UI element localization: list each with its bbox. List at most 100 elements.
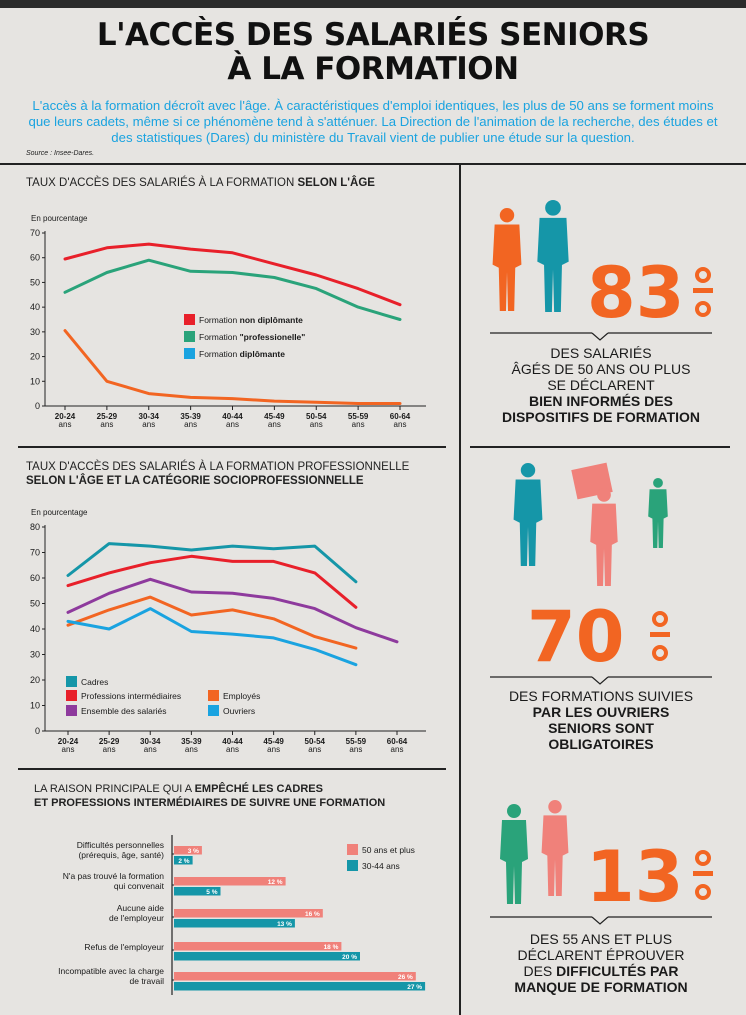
chart2-legend-label-2: Employés <box>223 691 260 701</box>
chart2-legend-swatch-2 <box>208 690 219 701</box>
chart2-y-tick-label: 0 <box>35 726 40 736</box>
chart3-category-label: Incompatible avec la charge <box>58 966 164 976</box>
chart2-y-tick-label: 50 <box>30 599 40 609</box>
chart1-legend-label-0: Formation non diplômante <box>199 315 303 325</box>
chart1-x-tick-label: 35-39 <box>180 412 201 421</box>
stat-3-percent-icon-dot-bottom <box>695 884 711 900</box>
chart1-y-tick-label: 50 <box>30 277 40 287</box>
chart1-y-tick-label: 70 <box>30 228 40 238</box>
chart1-series-3-line <box>63 329 402 405</box>
stat-2-percent-icon-dot-bottom <box>652 645 668 661</box>
chart1-ylabel: En pourcentage <box>31 214 88 223</box>
chart2-legend-swatch-1 <box>66 690 77 701</box>
chart1-x-tick-label: 60-64 <box>390 412 411 421</box>
chart2-series-1-line <box>66 554 358 609</box>
stat-1-bracket-notch <box>591 332 609 341</box>
chart1-y-tick-label: 0 <box>35 401 40 411</box>
stat-3-bracket-notch <box>591 916 609 925</box>
stat-3-text: DES 55 ANS ET PLUS DÉCLARENT ÉPROUVER DE… <box>514 931 688 995</box>
chart1-x-tick-label: 50-54 <box>306 412 327 421</box>
chart1-y-tick-label: 30 <box>30 327 40 337</box>
silhouette-couple-icon-a <box>500 804 528 904</box>
chart3-category-label: Aucune aide <box>117 903 165 913</box>
chart3-category-label: de travail <box>130 976 165 986</box>
stat-1-percent-icon-bar <box>693 288 713 293</box>
chart3-bar-label-1: 20 % <box>342 954 357 961</box>
separator-left-2 <box>18 768 446 770</box>
silhouette-mover-icon <box>590 488 618 586</box>
chart3-bar-1 <box>174 919 295 928</box>
chart1-y-tick-label: 40 <box>30 302 40 312</box>
chart1-title: TAUX D'ACCÈS DES SALARIÉS À LA FORMATION… <box>26 177 375 189</box>
chart1-x-tick-label-unit: ans <box>100 420 113 429</box>
stat-1-percent-icon-dot-top <box>695 267 711 283</box>
chart2-y-tick-label: 60 <box>30 573 40 583</box>
chart1-y-tick-label: 10 <box>30 376 40 386</box>
chart2-x-tick-label-unit: ans <box>349 745 362 754</box>
chart1-x-tick-label-unit: ans <box>184 420 197 429</box>
chart1-legend-label-1: Formation "professionelle" <box>199 332 305 342</box>
chart1-x-tick-label: 30-34 <box>139 412 160 421</box>
chart2-y-tick-label: 40 <box>30 624 40 634</box>
stat-1-text: DES SALARIÉS ÂGÉS DE 50 ANS OU PLUS SE D… <box>501 345 701 425</box>
chart3-bar-label-1: 27 % <box>407 984 422 991</box>
chart2-series-3-line <box>66 577 399 644</box>
chart1-x-tick-label-unit: ans <box>352 420 365 429</box>
chart3-legend-label-1: 30-44 ans <box>362 861 400 871</box>
chart2-series-0-line <box>66 542 358 584</box>
chart1-x-tick-label: 40-44 <box>222 412 243 421</box>
silhouette-worker-icon-head <box>520 463 536 478</box>
separator-left-1 <box>18 446 446 448</box>
silhouette-mover-icon-body <box>590 503 618 586</box>
chart3-bar-label-0: 12 % <box>268 879 283 886</box>
chart2-x-tick-label: 55-59 <box>346 737 367 746</box>
chart2-x-tick-label: 40-44 <box>222 737 243 746</box>
chart2-legend-label-1: Professions intermédiaires <box>81 691 181 701</box>
chart3-bar-0 <box>174 909 323 918</box>
chart2-x-tick-label-unit: ans <box>226 745 239 754</box>
chart1-series-0-line <box>63 242 402 307</box>
separator-top <box>0 163 746 165</box>
stat-3-percent-icon-dot-top <box>695 850 711 866</box>
silhouette-woman-icon-head <box>499 208 515 223</box>
chart2-series-4-line <box>66 607 358 667</box>
silhouette-officer-icon <box>537 200 569 312</box>
chart1-y-tick-label: 20 <box>30 352 40 362</box>
title-line-2: À LA FORMATION <box>227 51 519 87</box>
chart2-x-tick-label: 60-64 <box>387 737 408 746</box>
chart3-legend-label-0: 50 ans et plus <box>362 845 415 855</box>
chart2-x-tick-label: 50-54 <box>305 737 326 746</box>
chart1-legend-swatch-0 <box>184 314 195 325</box>
stat-2-text: DES FORMATIONS SUIVIES PAR LES OUVRIERS … <box>508 688 694 752</box>
chart3-bar-label-0: 3 % <box>188 848 199 855</box>
title-line-1: L'ACCÈS DES SALARIÉS SENIORS <box>96 17 650 53</box>
stat-2-number: 70 <box>527 596 625 678</box>
silhouette-sitting-icon-head <box>653 478 663 488</box>
chart1-x-tick-label-unit: ans <box>394 420 407 429</box>
chart1-x-tick-label-unit: ans <box>59 420 72 429</box>
chart3-category-label: Refus de l'employeur <box>84 942 164 952</box>
source-note: Source : Insee-Dares. <box>26 150 95 157</box>
chart2-legend-swatch-3 <box>66 705 77 716</box>
page-title: L'ACCÈS DES SALARIÉS SENIORS À LA FORMAT… <box>0 18 746 86</box>
chart2-x-tick-label: 35-39 <box>181 737 202 746</box>
silhouette-couple-icon <box>541 800 569 896</box>
chart2-x-tick-label: 30-34 <box>140 737 161 746</box>
silhouette-worker-icon <box>513 463 543 566</box>
chart1-x-tick-label: 45-49 <box>264 412 285 421</box>
chart1-x-tick-label-unit: ans <box>310 420 323 429</box>
silhouette-couple-icon-a-head <box>507 804 521 818</box>
chart2-title: TAUX D'ACCÈS DES SALARIÉS À LA FORMATION… <box>26 461 410 487</box>
chart1-legend-swatch-2 <box>184 348 195 359</box>
chart3-bar-1 <box>174 982 426 991</box>
chart3-legend-swatch-1 <box>347 860 358 871</box>
chart3-category-label: Difficultés personnelles <box>77 840 164 850</box>
chart2-y-tick-label: 30 <box>30 650 40 660</box>
chart3-category-label: (prérequis, âge, santé) <box>78 850 164 860</box>
chart1-y-tick-label: 60 <box>30 253 40 263</box>
chart2-y-tick-label: 20 <box>30 675 40 685</box>
stat-2-bracket-notch <box>591 676 609 685</box>
chart3-bar-1 <box>174 887 221 896</box>
chart1-x-tick-label: 25-29 <box>97 412 118 421</box>
